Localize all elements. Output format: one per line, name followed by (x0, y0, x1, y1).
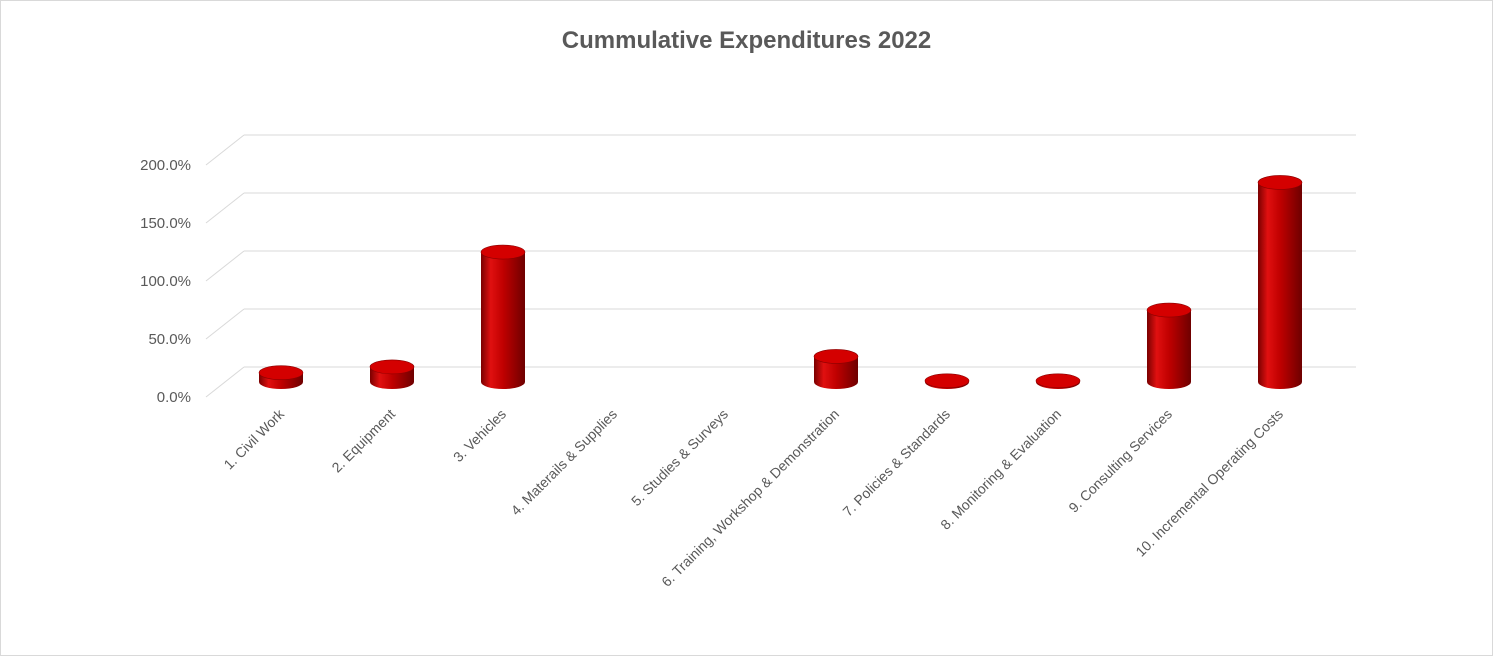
gridline (205, 134, 1356, 166)
y-tick-label: 200.0% (140, 157, 191, 174)
y-tick-label: 100.0% (140, 273, 191, 290)
x-tick-label: 6. Training, Workshop & Demonstration (658, 406, 842, 590)
x-tick-label: 8. Monitoring & Evaluation (937, 406, 1064, 533)
bar (258, 365, 304, 389)
x-tick-label: 5. Studies & Surveys (628, 406, 731, 509)
x-tick-label: 9. Consulting Services (1065, 406, 1175, 516)
y-tick-label: 150.0% (140, 215, 191, 232)
x-tick-label: 2. Equipment (328, 406, 398, 476)
bar (1257, 175, 1303, 389)
y-tick-label: 0.0% (157, 389, 191, 406)
bar (924, 373, 970, 389)
gridlines (205, 134, 1356, 398)
bar (1035, 373, 1081, 389)
bar (480, 244, 526, 389)
x-tick-label: 3. Vehicles (450, 406, 509, 465)
gridline (205, 192, 1356, 224)
x-tick-label: 7. Policies & Standards (839, 406, 953, 520)
bar (813, 349, 859, 389)
x-tick-label: 4. Materails & Supplies (508, 406, 621, 519)
x-tick-label: 1. Civil Work (220, 405, 287, 472)
y-axis-ticks: 0.0% 50.0% 100.0% 150.0% 200.0% (140, 157, 191, 406)
y-tick-label: 50.0% (148, 331, 191, 348)
bar (369, 359, 415, 389)
bar (1146, 302, 1192, 389)
gridline (205, 250, 1356, 282)
chart-title: Cummulative Expenditures 2022 (561, 27, 932, 54)
bars (258, 175, 1303, 389)
